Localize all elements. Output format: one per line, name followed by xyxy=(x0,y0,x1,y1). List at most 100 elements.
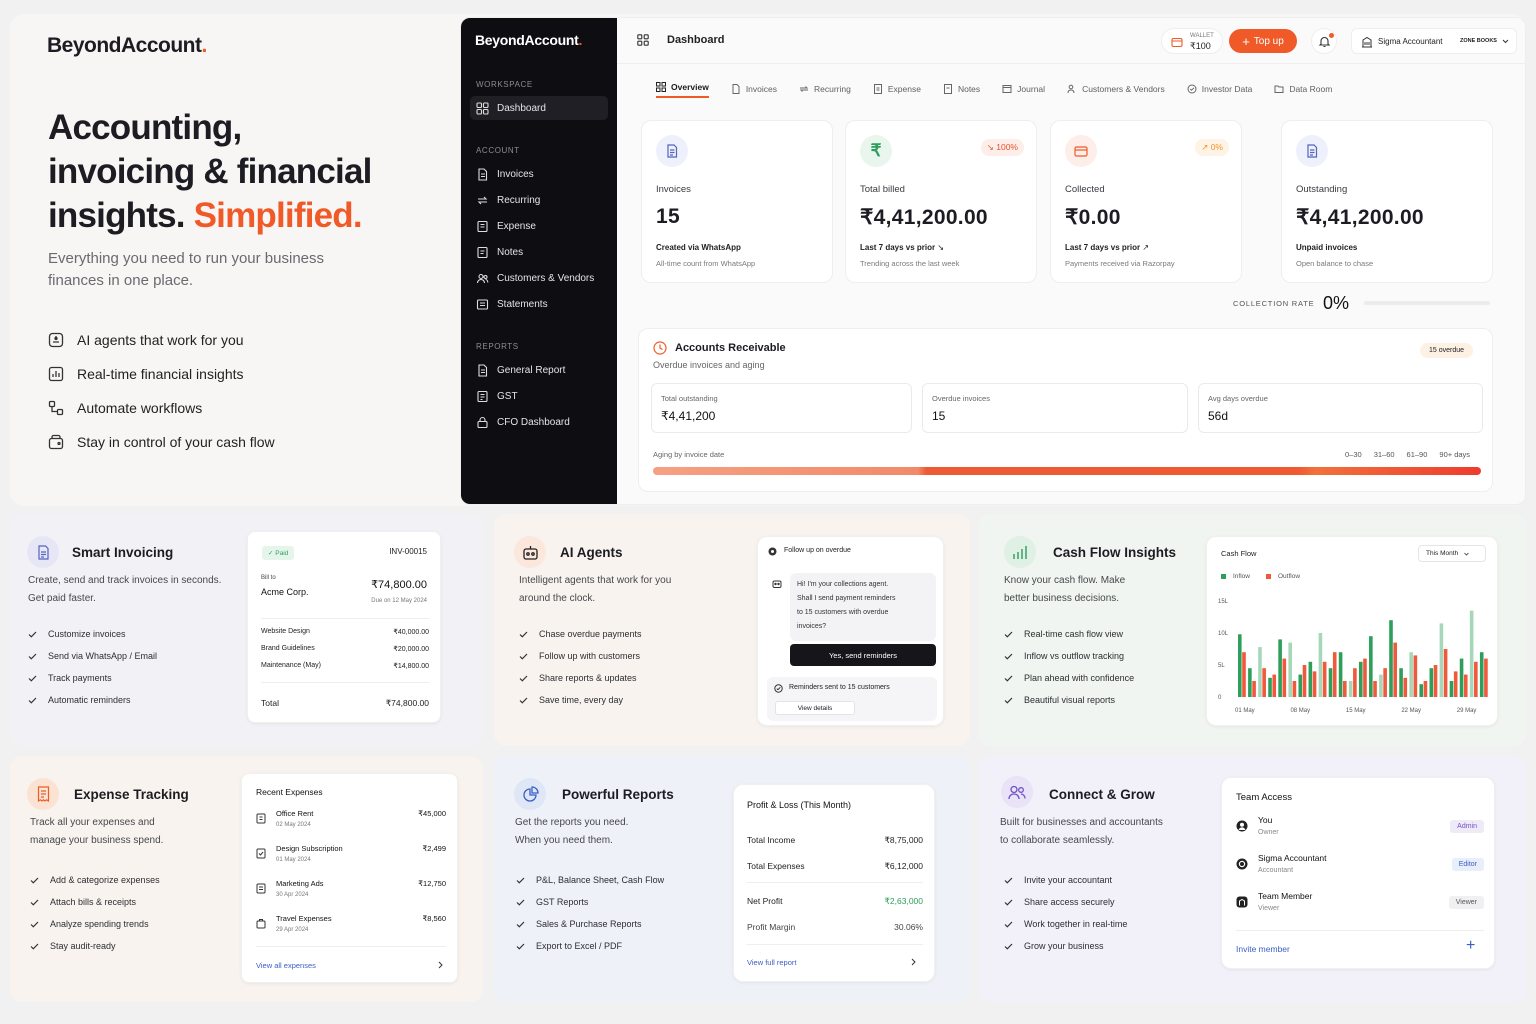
chevron-right-icon[interactable] xyxy=(911,958,916,966)
stat-sub-text: Trending across the last week xyxy=(860,259,960,268)
line-item: Brand Guidelines xyxy=(261,645,315,652)
expense-name: Travel Expenses xyxy=(276,914,332,923)
sidebar-item-expense[interactable]: Expense xyxy=(470,214,608,238)
stat-card-total-billed[interactable]: ₹ ↘ 100% Total billed ₹4,41,200.00 Last … xyxy=(845,120,1037,283)
stat-label: Outstanding xyxy=(1296,184,1348,195)
check-item: Analyze spending trends xyxy=(30,913,160,935)
card-icon xyxy=(1074,146,1088,157)
ar-box-overdue-invoices: Overdue invoices 15 xyxy=(922,383,1188,433)
check-circle-icon xyxy=(774,684,783,693)
tab-recurring[interactable]: Recurring xyxy=(799,80,851,98)
period-value: This Month xyxy=(1426,550,1459,557)
topup-button[interactable]: + Top up xyxy=(1229,29,1297,53)
check-item: Real-time cash flow view xyxy=(1004,623,1134,645)
tab-notes[interactable]: Notes xyxy=(943,80,980,98)
stat-value: 15 xyxy=(656,205,680,228)
inflow-bar xyxy=(1409,652,1413,697)
invite-member-link[interactable]: Invite member xyxy=(1236,944,1290,954)
chart-legend: Inflow Outflow xyxy=(1221,573,1300,580)
tab-journal[interactable]: Journal xyxy=(1002,80,1045,98)
inflow-bar xyxy=(1429,668,1434,697)
tab-customers-vendors[interactable]: Customers & Vendors xyxy=(1067,80,1165,98)
account-switcher[interactable]: Sigma Accountant ZONE BOOKS xyxy=(1351,28,1517,54)
feature-title: Cash Flow Insights xyxy=(1053,545,1177,560)
robot-icon xyxy=(48,332,64,348)
feature-description: Create, send and track invoices in secon… xyxy=(28,572,221,607)
line-amount: ₹20,000.00 xyxy=(393,646,429,653)
brand-logo[interactable]: BeyondAccount. xyxy=(47,34,207,57)
check-item: Track payments xyxy=(28,667,157,689)
stat-label: Total billed xyxy=(860,184,905,195)
team-member-row[interactable]: Sigma Accountant Accountant Editor xyxy=(1236,853,1484,883)
inflow-bar xyxy=(1469,610,1474,697)
statement-icon xyxy=(476,298,489,310)
outflow-bar xyxy=(1463,674,1468,697)
invoice-icon xyxy=(37,544,49,560)
period-select[interactable]: This Month xyxy=(1418,545,1486,562)
outflow-bar xyxy=(1413,655,1418,697)
sidebar-item-gst[interactable]: GST xyxy=(470,384,608,408)
inflow-bar xyxy=(1439,623,1444,697)
sidebar-item-dashboard[interactable]: Dashboard xyxy=(470,96,608,120)
tab-label: Overview xyxy=(671,81,709,92)
aging-bucket: 90+ days xyxy=(1439,450,1471,459)
hero-feature-label: AI agents that work for you xyxy=(77,332,244,348)
expense-row[interactable]: Travel Expenses 29 Apr 2024 ₹8,560 xyxy=(256,914,446,946)
sidebar-item-recurring[interactable]: Recurring xyxy=(470,188,608,212)
outflow-bar xyxy=(1322,661,1327,697)
expense-row[interactable]: Design Subscription 01 May 2024 ₹2,499 xyxy=(256,844,446,876)
chevron-right-icon[interactable] xyxy=(438,961,443,969)
wallet-widget[interactable]: WALLET ₹100 xyxy=(1161,28,1223,54)
tab-invoices[interactable]: Invoices xyxy=(731,80,777,98)
sidebar-item-statements[interactable]: Statements xyxy=(470,292,608,316)
receipt-icon xyxy=(37,786,49,802)
view-all-expenses-link[interactable]: View all expenses xyxy=(256,961,316,970)
stat-card-outstanding[interactable]: Outstanding ₹4,41,200.00 Unpaid invoices… xyxy=(1281,120,1493,283)
expense-row[interactable]: Office Rent 02 May 2024 ₹45,000 xyxy=(256,809,446,841)
tab-expense[interactable]: Expense xyxy=(873,80,921,98)
page-title: Dashboard xyxy=(667,34,725,46)
tab-overview[interactable]: Overview xyxy=(656,80,709,98)
view-full-report-link[interactable]: View full report xyxy=(747,958,797,967)
sidebar-item-customers-vendors[interactable]: Customers & Vendors xyxy=(470,266,608,290)
shield-check-icon xyxy=(1187,84,1197,94)
aging-bucket: 61–90 xyxy=(1406,450,1428,459)
check-label: Share access securely xyxy=(1024,897,1115,907)
tab-investor-data[interactable]: Investor Data xyxy=(1187,80,1252,98)
inflow-bar xyxy=(1288,642,1292,697)
tab-data-room[interactable]: Data Room xyxy=(1274,80,1332,98)
plus-icon[interactable]: + xyxy=(1466,937,1476,954)
trend-up-icon: ↗ xyxy=(1142,243,1150,252)
check-label: P&L, Balance Sheet, Cash Flow xyxy=(536,875,665,885)
clock-icon xyxy=(653,341,667,355)
pl-label: Net Profit xyxy=(747,896,783,906)
tab-label: Notes xyxy=(957,84,981,94)
confirm-reminders-button[interactable]: Yes, send reminders xyxy=(790,644,936,666)
team-member-row[interactable]: You Owner Admin xyxy=(1236,815,1484,845)
feature-icon-badge xyxy=(1001,776,1033,808)
sidebar-item-cfo-dashboard[interactable]: CFO Dashboard xyxy=(470,410,608,434)
feature-card-smart-invoicing: Smart Invoicing Create, send and track i… xyxy=(10,514,483,746)
expense-row[interactable]: Marketing Ads 30 Apr 2024 ₹12,750 xyxy=(256,879,446,911)
pie-chart-icon xyxy=(522,785,539,802)
feature-checklist: Chase overdue payments Follow up with cu… xyxy=(519,623,642,711)
stat-card-invoices[interactable]: Invoices 15 Created via WhatsApp All-tim… xyxy=(641,120,833,283)
check-item: Sales & Purchase Reports xyxy=(516,913,664,935)
role-badge: Editor xyxy=(1451,858,1484,871)
stat-card-collected[interactable]: ↗ 0% Collected ₹0.00 Last 7 days vs prio… xyxy=(1050,120,1242,283)
feature-checklist: Customize invoices Send via WhatsApp / E… xyxy=(28,623,157,711)
ar-subtitle: Overdue invoices and aging xyxy=(653,360,765,370)
sidebar-item-invoices[interactable]: Invoices xyxy=(470,162,608,186)
check-item: Work together in real-time xyxy=(1004,913,1127,935)
sidebar-logo[interactable]: BeyondAccount. xyxy=(475,32,583,48)
feature-card-connect: Connect & Grow Built for businesses and … xyxy=(979,756,1526,1002)
sidebar-item-notes[interactable]: Notes xyxy=(470,240,608,264)
check-icon xyxy=(28,675,37,682)
invoice-preview[interactable]: ✓ Paid INV-00015 Bill to Acme Corp. ₹74,… xyxy=(247,531,441,723)
view-details-button[interactable]: View details xyxy=(775,701,855,715)
team-member-row[interactable]: Team Member Viewer Viewer xyxy=(1236,891,1484,921)
headline-line3a: insights. xyxy=(48,196,186,235)
sidebar-item-general-report[interactable]: General Report xyxy=(470,358,608,382)
grid-icon[interactable] xyxy=(637,34,649,46)
notifications-button[interactable] xyxy=(1311,28,1337,54)
